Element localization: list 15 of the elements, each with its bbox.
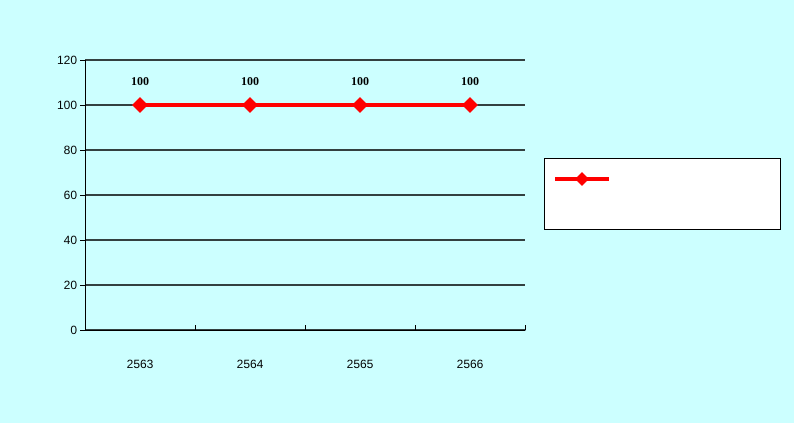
y-tick-label: 0 <box>70 323 78 337</box>
x-tick-label: 2565 <box>346 357 374 371</box>
data-label: 100 <box>131 74 149 88</box>
y-tick-label: 40 <box>64 233 78 247</box>
y-tick-label: 20 <box>64 278 78 292</box>
data-label: 100 <box>461 74 479 88</box>
x-tick-label: 2563 <box>126 357 154 371</box>
y-tick-label: 60 <box>64 188 78 202</box>
y-tick-label: 100 <box>56 98 78 112</box>
y-tick-label: 120 <box>56 53 78 67</box>
y-tick-label: 80 <box>64 143 78 157</box>
data-label: 100 <box>241 74 259 88</box>
x-tick-label: 2566 <box>456 357 484 371</box>
data-label: 100 <box>351 74 369 88</box>
x-tick-label: 2564 <box>236 357 264 371</box>
